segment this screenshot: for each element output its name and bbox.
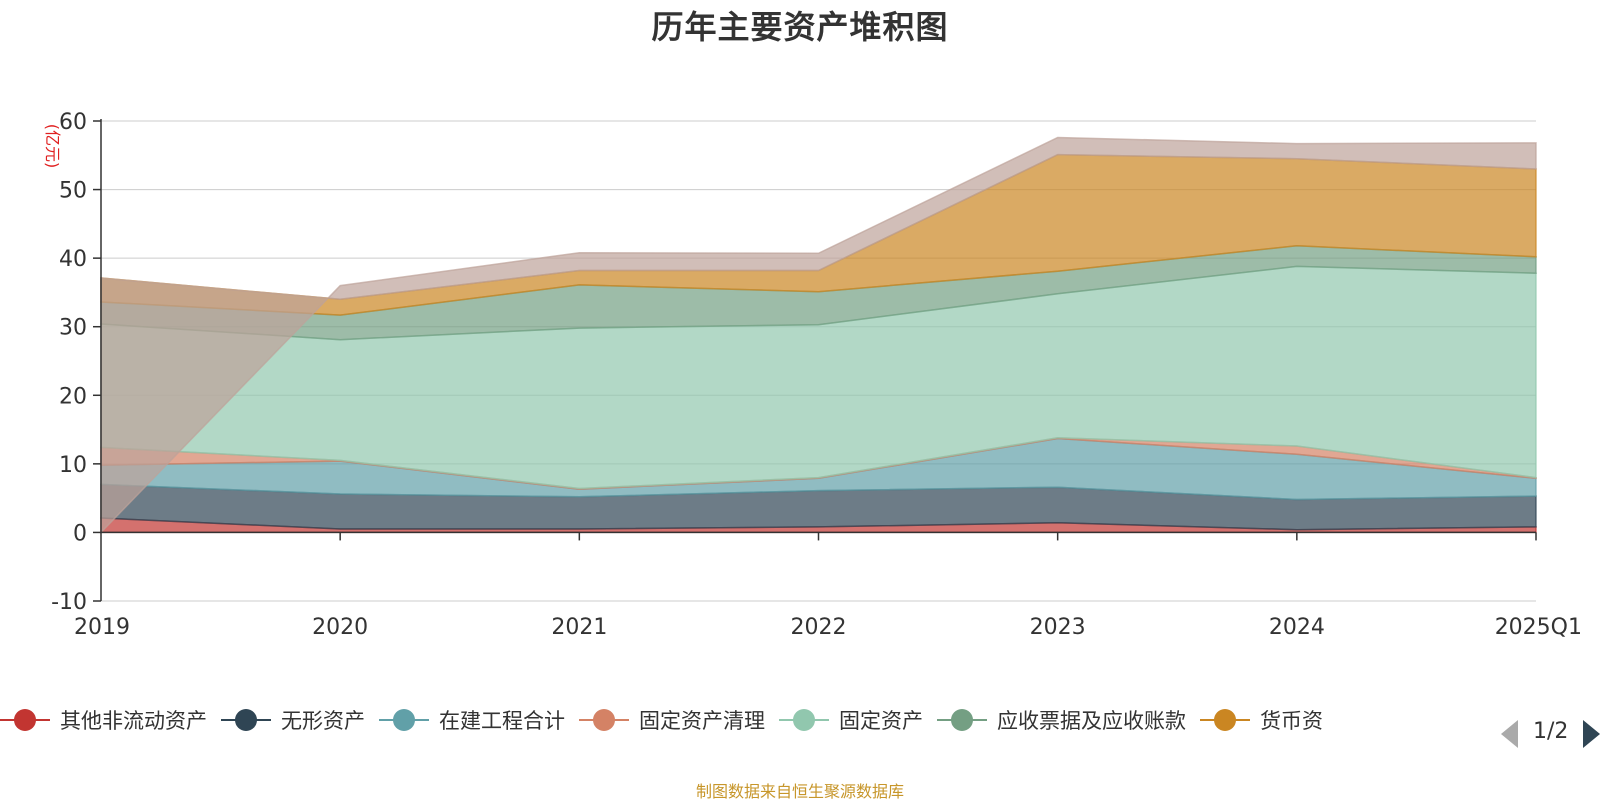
legend-label: 应收票据及应收账款 — [997, 709, 1186, 733]
legend-item[interactable]: 在建工程合计 — [379, 705, 565, 735]
legend-marker-icon — [0, 708, 50, 732]
legend-item[interactable]: 无形资产 — [221, 705, 365, 735]
x-tick-label: 2024 — [1269, 615, 1325, 640]
legend-marker-dot — [393, 709, 415, 731]
x-tick-label: 2023 — [1030, 615, 1086, 640]
legend-marker-icon — [379, 708, 429, 732]
y-tick-label: 10 — [59, 453, 87, 478]
legend-item[interactable]: 固定资产清理 — [579, 705, 765, 735]
legend-next-page-icon[interactable] — [1583, 720, 1600, 748]
y-axis-label: (亿元) — [43, 124, 62, 169]
legend-page-indicator: 1/2 — [1533, 719, 1569, 744]
y-tick-label: 0 — [73, 521, 87, 546]
stacked-area-chart: -10 0 10 20 30 40 50 60 2019 2020 2021 2022 2023 202… — [43, 110, 1582, 640]
y-tick-label: 20 — [59, 384, 87, 409]
legend-marker-icon — [937, 708, 987, 732]
x-tick-label: 2021 — [551, 615, 607, 640]
y-tick-label: 50 — [59, 179, 87, 204]
chart-title: 历年主要资产堆积图 — [651, 8, 949, 46]
legend-item[interactable]: 固定资产 — [779, 705, 923, 735]
legend-item[interactable]: 货币资 — [1200, 705, 1323, 735]
legend: 其他非流动资产 无形资产 在建工程合计 固定资产清理 固定资产 应收票据及应收账款 货币资 — [0, 702, 1600, 738]
legend-marker-icon — [1200, 708, 1250, 732]
y-tick-labels: -10 0 10 20 30 40 50 60 — [51, 110, 87, 615]
y-tick-label: 60 — [59, 110, 87, 135]
legend-item[interactable]: 应收票据及应收账款 — [937, 705, 1186, 735]
legend-marker-dot — [1214, 709, 1236, 731]
x-tick-label: 2022 — [791, 615, 847, 640]
legend-marker-dot — [593, 709, 615, 731]
legend-item[interactable]: 其他非流动资产 — [0, 705, 207, 735]
legend-marker-dot — [793, 709, 815, 731]
legend-marker-dot — [951, 709, 973, 731]
source-note: 制图数据来自恒生聚源数据库 — [695, 782, 904, 801]
legend-prev-page-icon[interactable] — [1501, 720, 1518, 748]
y-tick-label: -10 — [51, 590, 87, 615]
legend-marker-icon — [579, 708, 629, 732]
legend-label: 在建工程合计 — [439, 709, 565, 733]
area-layers — [100, 136, 1537, 535]
x-tick-labels: 2019 2020 2021 2022 2023 2024 2025Q1 — [74, 615, 1582, 640]
legend-label: 其他非流动资产 — [60, 709, 207, 733]
legend-marker-dot — [14, 709, 36, 731]
area-series-7 — [100, 136, 1537, 535]
legend-marker-icon — [221, 708, 271, 732]
legend-label: 货币资 — [1260, 709, 1323, 733]
legend-marker-icon — [779, 708, 829, 732]
axes — [93, 119, 1537, 602]
y-tick-label: 30 — [59, 316, 87, 341]
legend-label: 固定资产清理 — [639, 709, 765, 733]
legend-marker-dot — [235, 709, 257, 731]
y-tick-label: 40 — [59, 247, 87, 272]
legend-label: 无形资产 — [281, 709, 365, 733]
x-tick-label: 2025Q1 — [1495, 615, 1582, 640]
x-tick-label: 2019 — [74, 615, 130, 640]
legend-label: 固定资产 — [839, 709, 923, 733]
x-tick-label: 2020 — [312, 615, 368, 640]
